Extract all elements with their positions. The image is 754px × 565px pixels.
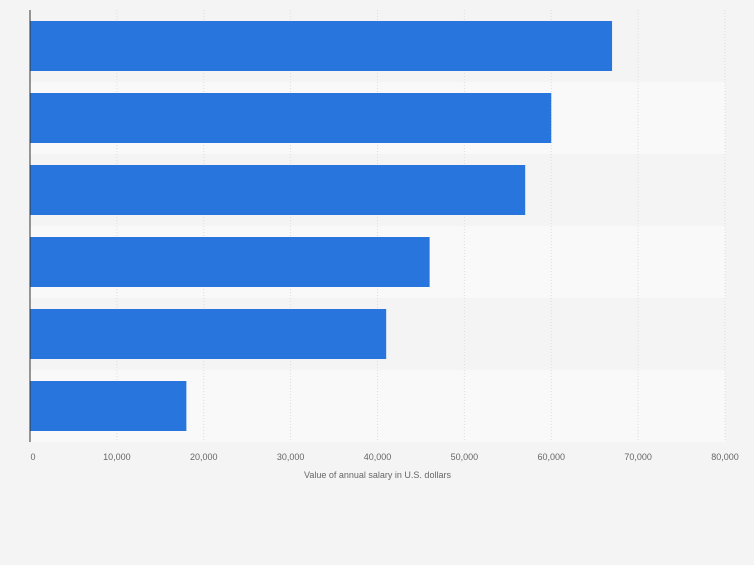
bar[interactable] [30,309,387,359]
x-tick-labels: 0 10,000 20,000 30,000 40,000 50,000 60,000 70,… [30,452,738,462]
bar[interactable] [30,21,613,71]
x-axis-label: Value of annual salary in U.S. dollars [304,470,451,480]
bar[interactable] [30,93,552,143]
x-tick-label: 70,000 [624,452,652,462]
bar[interactable] [30,381,187,431]
x-tick-label: 40,000 [364,452,392,462]
bar[interactable] [30,165,526,215]
x-tick-label: 20,000 [190,452,218,462]
x-tick-label: 30,000 [277,452,305,462]
bar[interactable] [30,237,430,287]
bars [30,21,613,431]
x-tick-label: 10,000 [103,452,131,462]
x-tick-label: 50,000 [451,452,479,462]
x-tick-label: 60,000 [537,452,565,462]
x-tick-label: 0 [30,452,35,462]
x-tick-label: 80,000 [711,452,739,462]
gridlines [116,10,726,442]
